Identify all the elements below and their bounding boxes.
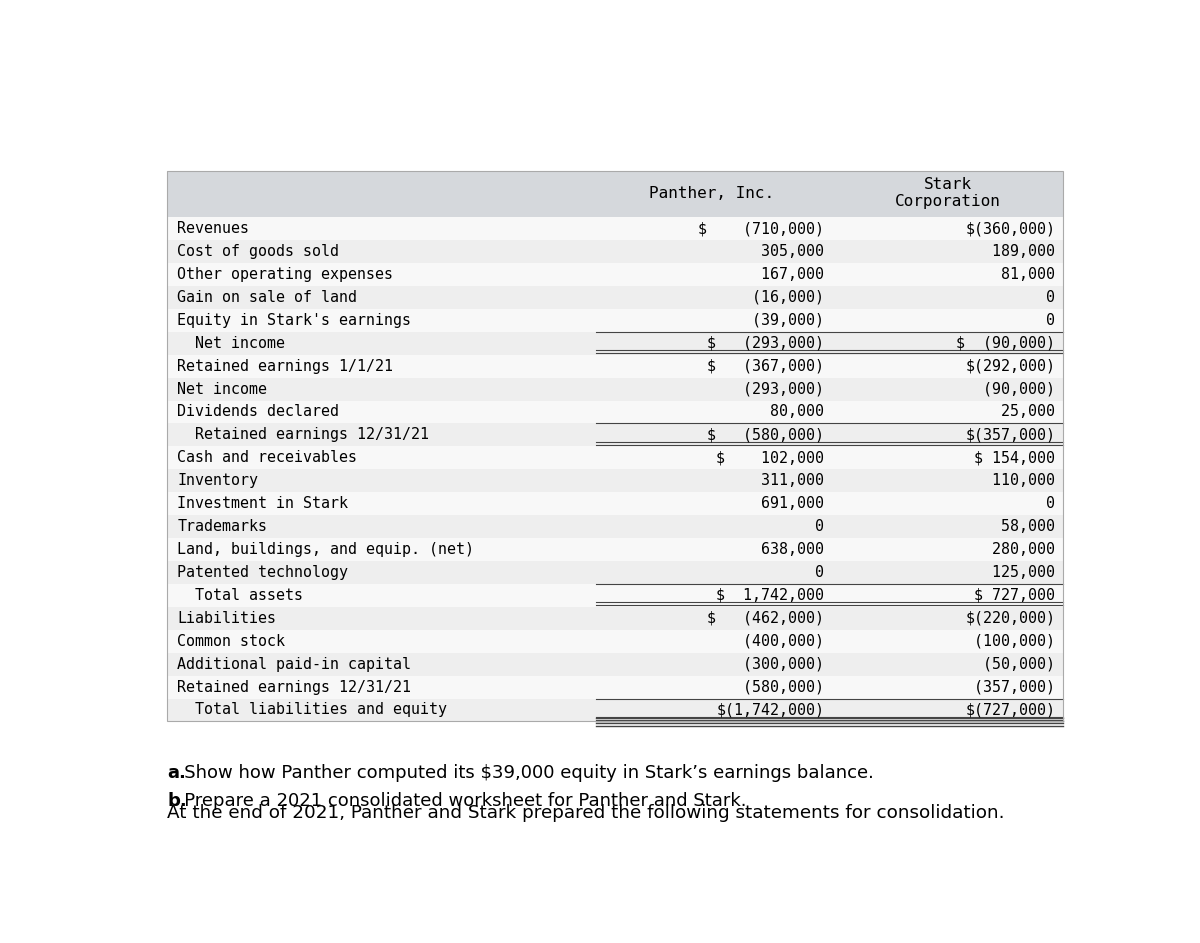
Text: $  1,742,000: $ 1,742,000 (716, 587, 824, 603)
Text: Common stock: Common stock (178, 634, 286, 649)
Text: Show how Panther computed its $39,000 equity in Stark’s earnings balance.: Show how Panther computed its $39,000 eq… (167, 764, 874, 782)
Text: (357,000): (357,000) (956, 680, 1055, 695)
Text: Investment in Stark: Investment in Stark (178, 496, 348, 511)
Text: Retained earnings 12/31/21: Retained earnings 12/31/21 (178, 680, 412, 695)
Text: Cost of goods sold: Cost of goods sold (178, 244, 340, 259)
Text: Retained earnings 12/31/21: Retained earnings 12/31/21 (178, 427, 430, 442)
Text: (16,000): (16,000) (707, 290, 824, 305)
Bar (167, 240, 1063, 263)
Text: 25,000: 25,000 (974, 405, 1055, 420)
Text: $ 154,000: $ 154,000 (974, 451, 1055, 465)
Bar (167, 377, 1063, 401)
Text: Prepare a 2021 consolidated worksheet for Panther and Stark.: Prepare a 2021 consolidated worksheet fo… (167, 791, 746, 809)
Text: $(292,000): $(292,000) (965, 358, 1055, 373)
Bar (167, 332, 1063, 355)
Text: (400,000): (400,000) (707, 634, 824, 649)
Text: $   (462,000): $ (462,000) (707, 611, 824, 626)
Text: 305,000: 305,000 (716, 244, 824, 259)
Text: $   (367,000): $ (367,000) (707, 358, 824, 373)
Bar (167, 286, 1063, 308)
Text: Dividends declared: Dividends declared (178, 405, 340, 420)
Bar (167, 630, 1063, 653)
Bar (167, 470, 1063, 492)
Text: 0: 0 (974, 313, 1055, 328)
Bar (167, 171, 1063, 217)
Bar (167, 699, 1063, 721)
Text: 280,000: 280,000 (974, 542, 1055, 557)
Text: Total liabilities and equity: Total liabilities and equity (178, 703, 448, 718)
Bar (167, 675, 1063, 699)
Text: (90,000): (90,000) (965, 382, 1055, 397)
Text: Stark: Stark (924, 177, 972, 192)
Text: 0: 0 (716, 565, 824, 580)
Bar (167, 446, 1063, 470)
Text: (50,000): (50,000) (956, 656, 1055, 671)
Text: Gain on sale of land: Gain on sale of land (178, 290, 358, 305)
Text: Panther, Inc.: Panther, Inc. (649, 186, 774, 201)
Text: Net income: Net income (178, 382, 268, 397)
Text: $(360,000): $(360,000) (965, 221, 1055, 236)
Text: b.: b. (167, 791, 187, 809)
Text: $(220,000): $(220,000) (965, 611, 1055, 626)
Text: Inventory: Inventory (178, 473, 258, 488)
Text: $(357,000): $(357,000) (965, 427, 1055, 442)
Text: 81,000: 81,000 (974, 267, 1055, 282)
Bar (167, 423, 1063, 446)
Text: $   (293,000): $ (293,000) (707, 336, 824, 351)
Text: (39,000): (39,000) (707, 313, 824, 328)
Text: Other operating expenses: Other operating expenses (178, 267, 394, 282)
Text: Liabilities: Liabilities (178, 611, 276, 626)
Bar (167, 355, 1063, 377)
Text: a.: a. (167, 764, 186, 782)
Text: Patented technology: Patented technology (178, 565, 348, 580)
Text: 0: 0 (974, 290, 1055, 305)
Text: 125,000: 125,000 (974, 565, 1055, 580)
Text: $    102,000: $ 102,000 (716, 451, 824, 465)
Text: Trademarks: Trademarks (178, 519, 268, 534)
Text: Retained earnings 1/1/21: Retained earnings 1/1/21 (178, 358, 394, 373)
Text: (293,000): (293,000) (707, 382, 824, 397)
Text: $   (580,000): $ (580,000) (707, 427, 824, 442)
Text: Additional paid-in capital: Additional paid-in capital (178, 656, 412, 671)
Bar (167, 584, 1063, 607)
Bar (167, 217, 1063, 240)
Text: $ 727,000: $ 727,000 (974, 587, 1055, 603)
Text: 311,000: 311,000 (716, 473, 824, 488)
Text: Total assets: Total assets (178, 587, 304, 603)
Text: 80,000: 80,000 (716, 405, 824, 420)
Bar (167, 653, 1063, 675)
Bar (167, 308, 1063, 332)
Text: $(727,000): $(727,000) (965, 703, 1055, 718)
Text: 638,000: 638,000 (716, 542, 824, 557)
Bar (167, 401, 1063, 423)
Bar (167, 607, 1063, 630)
Text: 691,000: 691,000 (716, 496, 824, 511)
Text: 167,000: 167,000 (716, 267, 824, 282)
Text: Equity in Stark's earnings: Equity in Stark's earnings (178, 313, 412, 328)
Text: $(1,742,000): $(1,742,000) (716, 703, 824, 718)
Text: $  (90,000): $ (90,000) (956, 336, 1055, 351)
Bar (167, 538, 1063, 561)
Text: Net income: Net income (178, 336, 286, 351)
Text: At the end of 2021, Panther and Stark prepared the following statements for cons: At the end of 2021, Panther and Stark pr… (167, 804, 1004, 822)
Text: 0: 0 (974, 496, 1055, 511)
Text: Corporation: Corporation (894, 194, 1001, 209)
Bar (167, 561, 1063, 584)
Text: Land, buildings, and equip. (net): Land, buildings, and equip. (net) (178, 542, 474, 557)
Text: 110,000: 110,000 (974, 473, 1055, 488)
Text: Revenues: Revenues (178, 221, 250, 236)
Text: (100,000): (100,000) (956, 634, 1055, 649)
Text: (580,000): (580,000) (707, 680, 824, 695)
Text: $    (710,000): $ (710,000) (698, 221, 824, 236)
Text: 0: 0 (716, 519, 824, 534)
Bar (167, 515, 1063, 538)
Text: Cash and receivables: Cash and receivables (178, 451, 358, 465)
Text: (300,000): (300,000) (707, 656, 824, 671)
Bar (167, 492, 1063, 515)
Bar (167, 263, 1063, 286)
Text: 189,000: 189,000 (974, 244, 1055, 259)
Text: 58,000: 58,000 (974, 519, 1055, 534)
